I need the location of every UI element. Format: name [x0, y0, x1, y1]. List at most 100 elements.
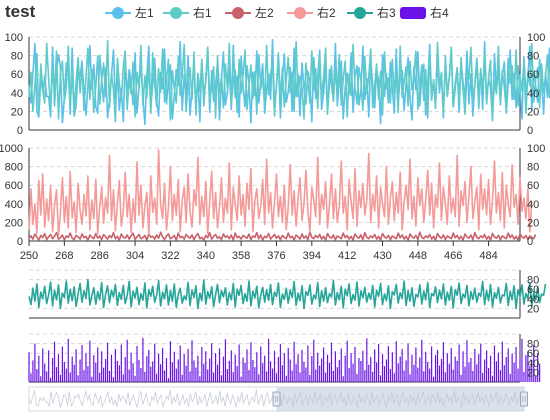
bar-右4 — [531, 359, 533, 382]
bar-右4 — [507, 348, 509, 382]
bar-右4 — [529, 366, 531, 382]
x-axis-tick: 340 — [197, 250, 215, 262]
bar-右4 — [352, 363, 354, 382]
bar-右4 — [177, 359, 179, 382]
bar-右4 — [140, 368, 142, 382]
bar-右4 — [368, 364, 370, 382]
bar-右4 — [48, 350, 50, 382]
left-axis-tick: 400 — [5, 199, 23, 211]
legend-dot-swatch — [112, 7, 124, 19]
bar-右4 — [423, 371, 425, 382]
left-axis-tick: 100 — [5, 32, 23, 44]
bar-右4 — [120, 344, 122, 382]
bar-右4 — [535, 376, 537, 382]
right-axis-tick: 0 — [527, 125, 533, 137]
bar-右4 — [258, 374, 260, 382]
bar-右4 — [222, 356, 225, 382]
bar-右4 — [67, 338, 69, 382]
x-axis-tick: 484 — [479, 250, 497, 262]
bar-右4 — [57, 354, 60, 382]
bar-右4 — [226, 369, 228, 382]
right-axis-tick: 40 — [527, 358, 539, 370]
bar-右4 — [438, 365, 441, 382]
bar-右4 — [491, 375, 494, 382]
right-axis-tick: 80 — [527, 51, 539, 63]
legend-item-2[interactable]: 右1 — [163, 4, 212, 22]
bar-右4 — [183, 354, 185, 382]
bar-右4 — [185, 365, 187, 382]
bar-右4 — [293, 341, 295, 382]
bar-右4 — [436, 349, 439, 382]
right-axis-tick: 80 — [527, 162, 539, 174]
bar-右4 — [527, 351, 529, 382]
bar-右4 — [513, 362, 515, 382]
x-axis-tick: 322 — [161, 250, 179, 262]
legend-item-3[interactable]: 左2 — [225, 4, 274, 22]
bar-右4 — [431, 346, 433, 382]
legend-item-5[interactable]: 右3 — [347, 4, 396, 22]
legend-symbol — [400, 6, 426, 20]
bar-右4 — [378, 344, 380, 382]
bar-右4 — [387, 346, 390, 382]
bar-右4 — [108, 370, 111, 382]
bar-右4 — [40, 376, 42, 382]
bar-右4 — [389, 369, 391, 382]
bar-右4 — [470, 358, 472, 382]
bar-右4 — [165, 358, 168, 382]
bar-右4 — [448, 363, 450, 382]
legend-dot-swatch — [294, 7, 306, 19]
right-axis-tick: 60 — [527, 284, 539, 296]
bar-右4 — [175, 368, 177, 382]
bar-右4 — [218, 348, 221, 382]
data-zoom-handle-left[interactable] — [272, 391, 281, 407]
bar-右4 — [489, 355, 492, 382]
bar-右4 — [317, 352, 319, 382]
data-zoom-slider[interactable] — [28, 386, 528, 412]
bar-右4 — [275, 373, 278, 382]
bar-右4 — [273, 350, 276, 382]
bar-右4 — [472, 370, 474, 382]
bar-右4 — [497, 352, 499, 382]
legend-item-4[interactable]: 右2 — [287, 4, 336, 22]
bar-右4 — [136, 346, 138, 382]
right-axis-tick: 20 — [527, 106, 539, 118]
bar-右4 — [499, 370, 501, 382]
legend-item-6[interactable]: 右4 — [400, 4, 449, 22]
bar-右4 — [385, 359, 388, 382]
right-axis-tick: 80 — [527, 339, 539, 351]
data-zoom-handle-right[interactable] — [520, 391, 528, 407]
bar-右4 — [207, 369, 209, 382]
bar-右4 — [59, 374, 62, 382]
bar-右4 — [114, 348, 117, 382]
bar-右4 — [334, 351, 336, 382]
bar-右4 — [501, 341, 503, 382]
legend-item-1[interactable]: 左1 — [105, 4, 154, 22]
bar-右4 — [495, 361, 498, 382]
bar-右4 — [537, 353, 539, 382]
bar-右4 — [342, 376, 344, 382]
bar-右4 — [73, 364, 75, 382]
bar-右4 — [407, 343, 409, 382]
bar-右4 — [381, 354, 384, 382]
bar-右4 — [305, 367, 307, 382]
bar-右4 — [417, 367, 419, 382]
bar-右4 — [289, 359, 291, 382]
bar-右4 — [395, 341, 397, 382]
bar-右4 — [93, 355, 95, 382]
bar-右4 — [91, 376, 93, 382]
right-axis-tick: 60 — [527, 348, 539, 360]
bar-右4 — [413, 364, 415, 382]
bar-右4 — [44, 363, 46, 382]
bar-右4 — [260, 346, 262, 382]
bar-右4 — [130, 352, 132, 382]
bar-右4 — [464, 366, 466, 382]
legend-label: 右1 — [193, 6, 212, 20]
bar-右4 — [340, 348, 342, 382]
bar-右4 — [34, 343, 36, 382]
bar-右4 — [505, 357, 507, 382]
bar-右4 — [161, 347, 164, 382]
legend-dot-swatch — [170, 7, 182, 19]
bar-右4 — [138, 359, 140, 382]
bar-右4 — [42, 348, 44, 382]
bar-右4 — [268, 338, 270, 382]
